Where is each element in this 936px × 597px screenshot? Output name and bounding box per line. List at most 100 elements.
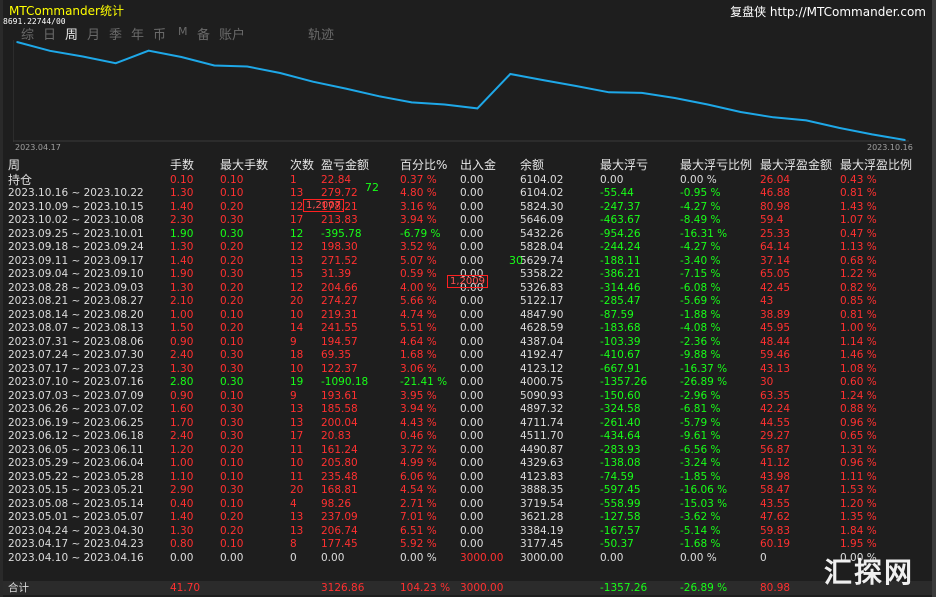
cell-max-float-profit-pct: 0.47 %	[840, 227, 877, 240]
tab-m[interactable]: M	[178, 25, 188, 38]
tab-account[interactable]: 账户	[219, 28, 246, 43]
table-row[interactable]: 2023.05.01 ~ 2023.05.07 1.40 0.20 13 237.09 7…	[3, 511, 932, 524]
cell-inout: 0.00	[460, 524, 484, 537]
balance-point	[180, 56, 183, 58]
cell-count: 10	[290, 308, 304, 321]
cell-pct: 1.68 %	[400, 349, 437, 361]
table-row[interactable]: 2023.10.09 ~ 2023.10.15 1.40 0.20 12 178.21 3…	[3, 201, 932, 214]
cell-max-float-profit: 65.05	[760, 268, 791, 280]
cell-inout: 0.00	[460, 362, 484, 375]
table-row[interactable]: 2023.09.18 ~ 2023.09.24 1.30 0.20 12 198.30 3…	[3, 241, 932, 254]
cell-week: 2023.04.17 ~ 2023.04.23	[8, 538, 144, 550]
cell-max-lots: 0.20	[220, 511, 244, 523]
table-row[interactable]: 2023.05.22 ~ 2023.05.28 1.10 0.10 11 235.48 6…	[3, 471, 932, 484]
cell-balance: 4387.04	[520, 335, 564, 348]
table-row[interactable]: 2023.08.28 ~ 2023.09.03 1.30 0.20 12 204.66 4…	[3, 282, 932, 295]
cell-balance: 3621.28	[520, 511, 564, 523]
cell-max-float-profit-pct: 1.46 %	[840, 349, 877, 361]
table-row[interactable]: 2023.09.11 ~ 2023.09.17 1.40 0.20 13 271.52 5…	[3, 255, 932, 268]
table-row[interactable]: 2023.06.19 ~ 2023.06.25 1.70 0.30 13 200.04 4…	[3, 417, 932, 430]
table-row[interactable]: 2023.10.16 ~ 2023.10.22 1.30 0.10 13 279.72 4…	[3, 187, 932, 200]
tab-zong[interactable]: 综	[21, 28, 35, 43]
cell-balance: 3384.19	[520, 524, 564, 537]
table-row[interactable]: 2023.10.02 ~ 2023.10.08 2.30 0.30 17 213.83 3…	[3, 214, 932, 227]
cell-pct: 3.52 %	[400, 241, 437, 253]
cell-max-float-loss-pct: -16.31 %	[680, 227, 728, 240]
balance-point	[49, 50, 51, 52]
table-row[interactable]: 2023.07.24 ~ 2023.07.30 2.40 0.30 18 69.35 1.…	[3, 349, 932, 362]
table-row[interactable]: 2023.07.17 ~ 2023.07.23 1.30 0.30 10 122.37 3…	[3, 363, 932, 376]
table-row[interactable]: 2023.07.31 ~ 2023.08.06 0.90 0.10 9 194.57 4.…	[3, 336, 932, 349]
cell-pnl: 205.80	[321, 457, 358, 469]
tab-month[interactable]: 月	[87, 28, 101, 43]
tab-currency[interactable]: 币	[153, 28, 167, 43]
cell-pnl: 279.72	[321, 187, 358, 199]
cell-max-float-loss-pct: -1.68 %	[680, 538, 721, 550]
table-row[interactable]: 2023.04.17 ~ 2023.04.23 0.80 0.10 8 177.45 5.…	[3, 538, 932, 551]
brand-link[interactable]: 复盘侠 http://MTCommander.com	[730, 5, 926, 19]
cell-inout: 0.00	[460, 430, 484, 442]
table-row[interactable]: 2023.08.21 ~ 2023.08.27 2.10 0.20 20 274.27 5…	[3, 295, 932, 308]
cell-lots: 1.40	[170, 511, 194, 523]
table-row[interactable]: 2023.06.05 ~ 2023.06.11 1.20 0.20 11 161.24 3…	[3, 444, 932, 457]
table-row[interactable]: 2023.08.07 ~ 2023.08.13 1.50 0.20 14 241.55 5…	[3, 322, 932, 335]
cell-max-float-loss-pct: -5.79 %	[680, 416, 721, 429]
table-row[interactable]: 2023.09.25 ~ 2023.10.01 1.90 0.30 12 -395.78…	[3, 228, 932, 241]
table-row[interactable]: 2023.07.03 ~ 2023.07.09 0.90 0.10 9 193.61 3.…	[3, 390, 932, 403]
cell-max-float-loss-pct: -0.95 %	[680, 187, 721, 199]
cell-balance: 3177.45	[520, 538, 564, 550]
holding-row[interactable]: 持仓 0.10 0.10 1 22.84 0.37 % 0.00 6104.02 0.00 0.0…	[3, 174, 932, 187]
table-row[interactable]: 2023.04.24 ~ 2023.04.30 1.30 0.20 13 206.74 6…	[3, 525, 932, 538]
balance-point	[410, 101, 413, 104]
cell-max-float-loss: -183.68	[600, 322, 641, 334]
cell-count: 4	[290, 497, 297, 510]
cell-count: 13	[290, 416, 304, 429]
balance-point	[147, 49, 150, 52]
table-row[interactable]: 2023.05.15 ~ 2023.05.21 2.90 0.30 20 168.81 4…	[3, 484, 932, 497]
header-pnl: 盈亏金额	[321, 158, 370, 172]
cell-count: 9	[290, 389, 297, 402]
cell-count: 9	[290, 335, 297, 348]
table-row[interactable]: 2023.06.26 ~ 2023.07.02 1.60 0.30 13 185.58 3…	[3, 403, 932, 416]
cell-count: 13	[290, 511, 304, 523]
cell-balance: 5326.83	[520, 281, 564, 294]
total-label: 合计	[8, 582, 29, 594]
cell-pct: 3.94 %	[400, 403, 437, 415]
cell-pct: 4.54 %	[400, 484, 437, 496]
table-row[interactable]: 2023.05.29 ~ 2023.06.04 1.00 0.10 10 205.80 4…	[3, 457, 932, 470]
cell-pct: -6.79 %	[400, 227, 441, 240]
balance-point	[608, 91, 610, 94]
table-row[interactable]: 2023.08.14 ~ 2023.08.20 1.00 0.10 10 219.31 4…	[3, 309, 932, 322]
total-pnl: 3126.86	[321, 582, 365, 594]
cell-week: 2023.07.10 ~ 2023.07.16	[8, 376, 144, 388]
table-row[interactable]: 2023.07.10 ~ 2023.07.16 2.80 0.30 19 -1090.1…	[3, 376, 932, 389]
tab-week[interactable]: 周	[65, 28, 79, 43]
table-row[interactable]: 2023.04.10 ~ 2023.04.16 0.00 0.00 0 0.00 0.00…	[3, 552, 932, 565]
cell-week: 2023.05.15 ~ 2023.05.21	[8, 484, 144, 496]
cell-balance: 4847.90	[520, 308, 564, 321]
cell-week: 2023.10.02 ~ 2023.10.08	[8, 214, 144, 226]
cell-max-float-profit-pct: 1.11 %	[840, 470, 877, 483]
cell-max-float-profit: 29.27	[760, 430, 791, 442]
cell-max-float-loss-pct: 0.00 %	[680, 551, 717, 564]
cell-max-float-loss-pct: -2.96 %	[680, 389, 721, 402]
cell-week: 2023.09.18 ~ 2023.09.24	[8, 241, 144, 253]
cell-max-float-loss: 0.00	[600, 551, 624, 564]
tab-year[interactable]: 年	[131, 28, 145, 43]
table-row[interactable]: 2023.06.12 ~ 2023.06.18 2.40 0.30 17 20.83 0.…	[3, 430, 932, 443]
tab-day[interactable]: 日	[43, 28, 57, 43]
cell-pct: 4.80 %	[400, 187, 437, 199]
balance-point	[16, 41, 18, 43]
vertical-scrollbar[interactable]	[932, 0, 936, 597]
marker-72: 72	[365, 181, 379, 194]
tab-track[interactable]: 轨迹	[308, 28, 335, 43]
cell-balance: 5432.26	[520, 227, 564, 240]
cell-max-float-profit-pct: 1.24 %	[840, 389, 877, 402]
table-row[interactable]: 2023.05.08 ~ 2023.05.14 0.40 0.10 4 98.26 2.7…	[3, 498, 932, 511]
tab-quarter[interactable]: 季	[109, 28, 123, 43]
balance-point	[674, 97, 676, 99]
table-row[interactable]: 2023.09.04 ~ 2023.09.10 1.90 0.30 15 31.39 0.…	[3, 268, 932, 281]
cell-max-float-loss-pct: -15.03 %	[680, 497, 728, 510]
tab-notes[interactable]: 备	[197, 28, 211, 43]
cell-week: 2023.10.16 ~ 2023.10.22	[8, 187, 144, 199]
